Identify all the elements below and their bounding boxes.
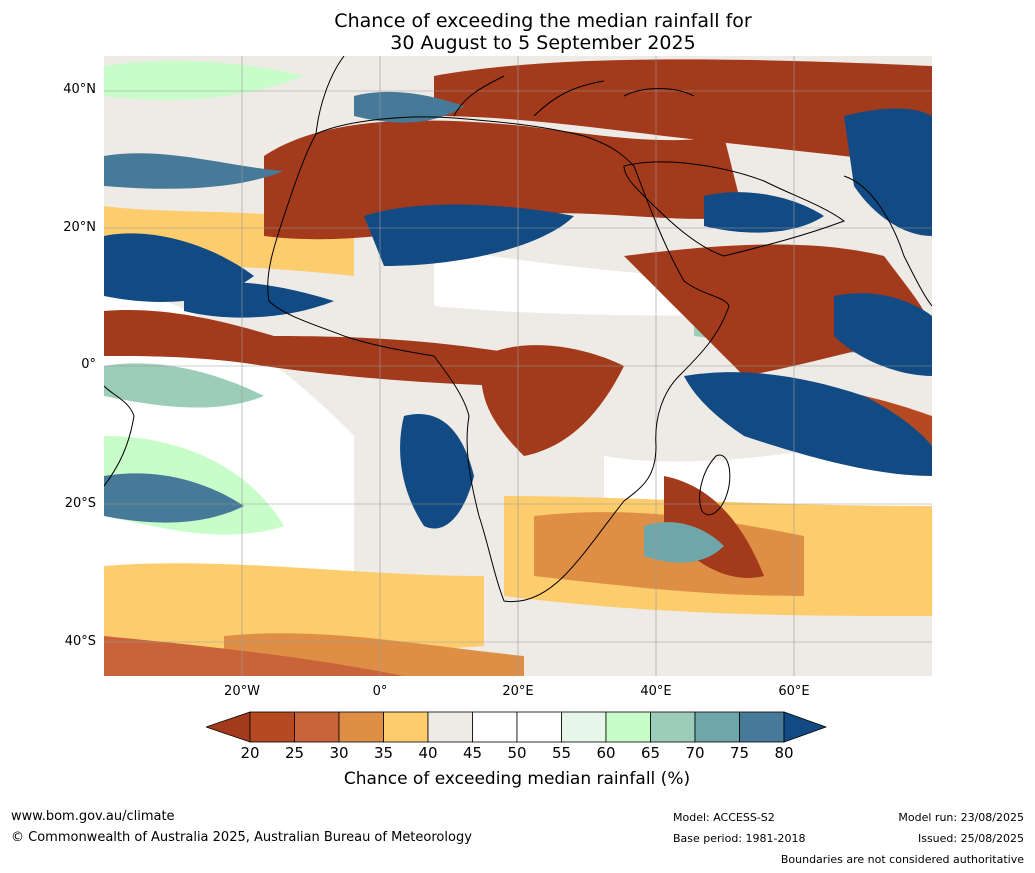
title-line-2: 30 August to 5 September 2025 [390,32,696,54]
lon-label-20e: 20°E [502,684,534,699]
lat-label-40n: 40°N [63,82,96,97]
africa-coastline [267,116,730,603]
colorbar-tick-25: 25 [284,744,305,762]
title-line-1: Chance of exceeding the median rainfall … [334,10,752,32]
colorbar-cell-above-80 [783,711,828,743]
model-name: Model: ACCESS-S2 [673,811,775,824]
colorbar-tick-80: 80 [774,744,794,762]
lat-label-0: 0° [81,357,96,372]
boundaries-disclaimer: Boundaries are not considered authoritat… [780,853,1024,866]
madagascar-coastline [699,454,731,516]
colorbar-cell-30 [338,711,384,743]
india-coastline [843,175,932,307]
europe-coastline [315,56,695,135]
colorbar-tick-50: 50 [507,744,527,762]
colorbar-tick-65: 65 [640,744,661,762]
colorbar-cell-25 [294,711,340,743]
base-period: Base period: 1981-2018 [673,832,806,845]
arabia-coastline [623,161,846,257]
colorbar-cell-75 [739,711,785,743]
model-run: Model run: 23/08/2025 [898,811,1024,824]
colorbar-cell-60 [605,711,651,743]
lat-label-20n: 20°N [63,220,96,235]
colorbar-tick-55: 55 [551,744,572,762]
copyright-text: © Commonwealth of Australia 2025, Austra… [11,830,472,845]
colorbar-tick-35: 35 [373,744,394,762]
coastlines [104,56,932,603]
colorbar-tick-45: 45 [462,744,483,762]
map-title: Chance of exceeding the median rainfall … [0,10,1035,54]
lon-label-0: 0° [372,684,388,699]
south-america-coastline [104,385,135,487]
website-link[interactable]: www.bom.gov.au/climate [11,809,175,824]
colorbar-label: Chance of exceeding median rainfall (%) [343,769,691,789]
rainfall-map [104,56,932,676]
colorbar [206,711,828,743]
colorbar-tick-20: 20 [240,744,260,762]
colorbar-tick-60: 60 [596,744,616,762]
lon-label-40e: 40°E [640,684,672,699]
lat-label-20s: 20°S [64,496,96,511]
colorbar-tick-70: 70 [685,744,705,762]
rainfall-anomaly-layer [104,59,932,676]
colorbar-cell-45 [472,711,518,743]
lat-label-40s: 40°S [64,634,96,649]
lon-label-60e: 60°E [778,684,810,699]
issued-date: Issued: 25/08/2025 [917,832,1024,845]
colorbar-tick-75: 75 [729,744,750,762]
colorbar-cell-55 [561,711,607,743]
colorbar-cell-50 [516,711,562,743]
colorbar-cell-35 [383,711,429,743]
colorbar-cell-below-20 [206,711,251,743]
colorbar-cell-20 [249,711,295,743]
colorbar-cell-40 [427,711,473,743]
colorbar-tick-30: 30 [329,744,349,762]
colorbar-cell-70 [694,711,740,743]
graticule [104,56,932,676]
colorbar-cell-65 [650,711,696,743]
colorbar-tick-40: 40 [418,744,438,762]
lon-label-20w: 20°W [224,684,260,699]
